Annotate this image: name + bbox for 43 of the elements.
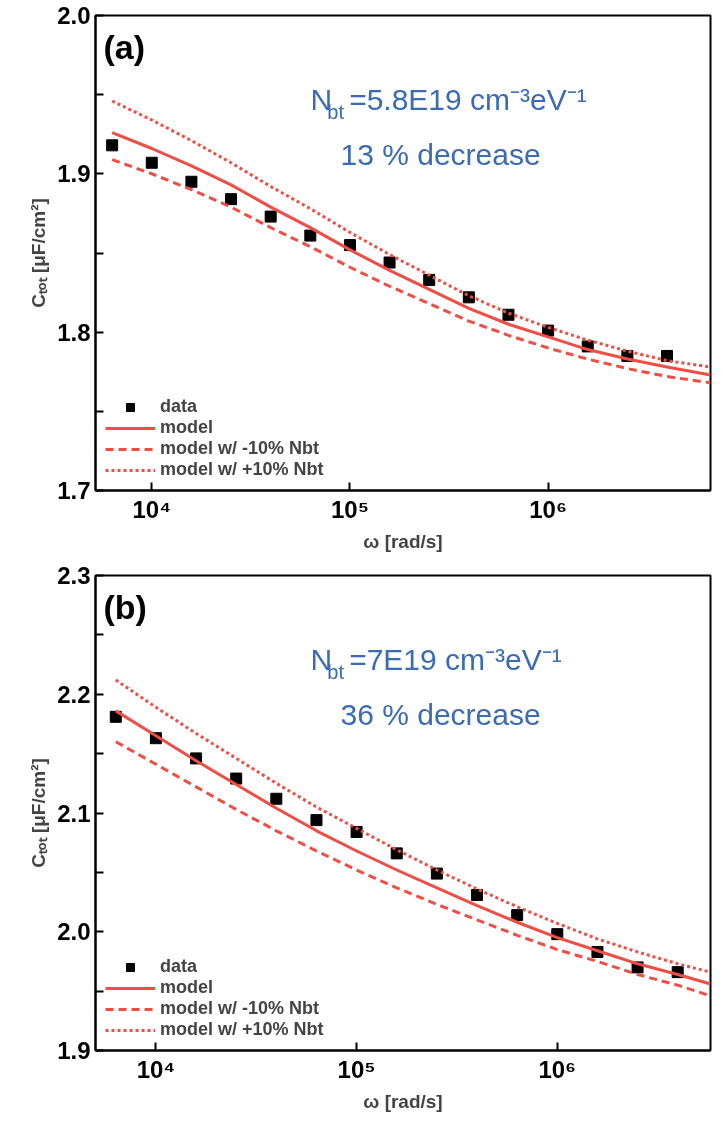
point <box>304 229 317 242</box>
annotation: (b) <box>103 587 147 626</box>
y-tick-label: 1.9 <box>57 1037 91 1064</box>
y-tick-label: 2.2 <box>57 680 91 708</box>
x-tick-label: 10⁶ <box>538 1055 577 1083</box>
annotation: (a) <box>103 27 146 66</box>
point <box>225 193 238 206</box>
point <box>660 349 673 362</box>
point <box>264 210 277 223</box>
y-tick-label: 2.0 <box>57 2 91 29</box>
point <box>511 909 524 922</box>
point <box>106 139 119 152</box>
point <box>145 156 158 169</box>
legend-label: model w/ +10% Nbt <box>160 459 324 480</box>
legend-label: model w/ -10% Nbt <box>160 438 320 459</box>
y-tick-label: 2.3 <box>57 562 91 589</box>
x-tick-label: 10⁵ <box>330 495 369 523</box>
x-tick-label: 10⁴ <box>136 1055 176 1083</box>
legend-label: model w/ +10% Nbt <box>160 1019 324 1040</box>
point <box>310 814 323 827</box>
x-axis-title: ω [rad/s] <box>363 1090 443 1112</box>
legend-label: model <box>160 417 214 438</box>
legend-label: model w/ -10% Nbt <box>160 998 320 1019</box>
legend-label: data <box>160 956 198 977</box>
annotation: 13 % decrease <box>340 137 541 171</box>
legend-label: data <box>160 396 198 417</box>
x-tick-label: 10⁴ <box>132 495 172 523</box>
annotation: 36 % decrease <box>340 697 541 731</box>
x-axis-title: ω [rad/s] <box>363 530 443 552</box>
y-tick-label: 2.1 <box>57 799 91 827</box>
y-tick-label: 1.9 <box>57 160 91 188</box>
x-tick-label: 10⁶ <box>529 495 567 523</box>
point <box>270 792 283 805</box>
y-tick-label: 1.8 <box>57 318 91 346</box>
y-axis-title: Cₜₒₜ [μF/cm²] <box>28 758 50 868</box>
y-tick-label: 1.7 <box>57 477 91 504</box>
point <box>383 256 396 269</box>
point <box>185 175 198 188</box>
y-tick-label: 2.0 <box>57 918 91 946</box>
x-tick-label: 10⁵ <box>337 1055 376 1083</box>
y-axis-title: Cₜₒₜ [μF/cm²] <box>28 198 50 308</box>
legend-label: model <box>160 977 214 998</box>
point <box>471 888 484 901</box>
